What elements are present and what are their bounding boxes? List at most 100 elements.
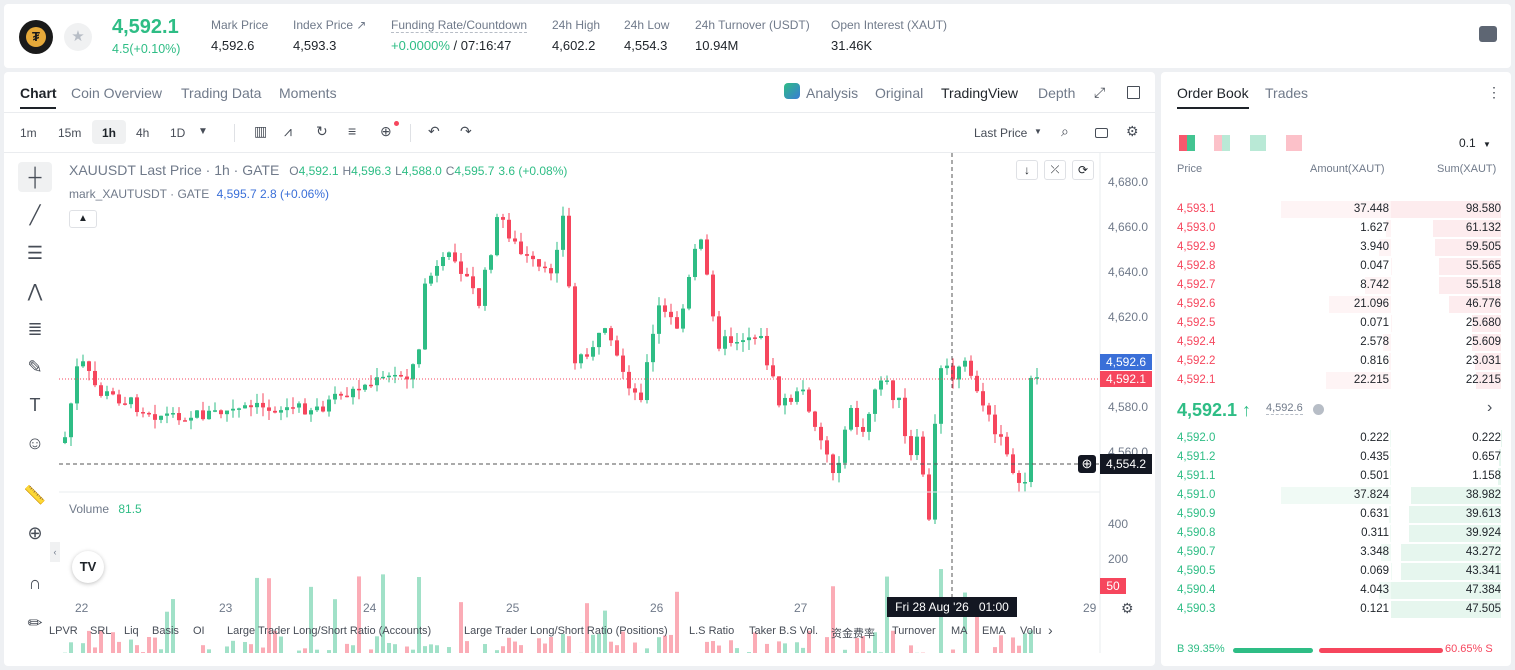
- replay-icon[interactable]: ↻: [316, 123, 328, 139]
- collapse-icon[interactable]: ⤫: [1044, 160, 1066, 180]
- add-indicator-icon[interactable]: ⊕: [380, 121, 399, 140]
- tab-order-book[interactable]: Order Book: [1177, 85, 1249, 101]
- ask-row[interactable]: 4,592.2 0.816 23.031: [1161, 352, 1511, 371]
- interval-1d[interactable]: 1D: [170, 126, 186, 140]
- indicator-liq[interactable]: Liq: [124, 625, 139, 637]
- candle-type-icon[interactable]: ▥: [254, 123, 268, 139]
- indicator-funding-rate[interactable]: 资金费率: [831, 628, 875, 640]
- fullscreen-icon[interactable]: ⤢: [1094, 84, 1106, 100]
- tab-trading-data[interactable]: Trading Data: [181, 85, 262, 101]
- layout-bids-icon[interactable]: [1250, 135, 1266, 151]
- ruler-tool-icon[interactable]: 📏: [23, 485, 47, 505]
- window-icon[interactable]: [1127, 86, 1140, 99]
- fib-tool-icon[interactable]: ☰: [26, 243, 44, 263]
- view-tradingview[interactable]: TradingView: [941, 85, 1019, 101]
- crosshair-price-tag: 4,554.2: [1100, 454, 1152, 474]
- layout-asks-icon[interactable]: [1286, 135, 1302, 151]
- indicator-volume[interactable]: Volu: [1020, 625, 1042, 637]
- candle-body: [483, 269, 487, 306]
- info-icon[interactable]: [1313, 404, 1324, 415]
- view-depth[interactable]: Depth: [1038, 85, 1076, 101]
- more-menu-icon[interactable]: ⋮: [1487, 84, 1501, 100]
- chevron-right-icon[interactable]: ›: [1487, 399, 1493, 416]
- add-alert-icon[interactable]: ⊕: [1078, 455, 1096, 473]
- ask-row[interactable]: 4,592.8 0.047 55.565: [1161, 257, 1511, 276]
- reset-view-icon[interactable]: ⟳: [1072, 160, 1094, 180]
- camera-icon[interactable]: [1095, 128, 1108, 138]
- text-tool-icon[interactable]: T: [29, 395, 41, 415]
- crosshair-tool-icon[interactable]: ┼: [18, 162, 52, 192]
- interval-4h[interactable]: 4h: [136, 126, 150, 140]
- zoom-in-icon[interactable]: ⊕: [27, 523, 43, 543]
- indicator-ls-ratio[interactable]: L.S Ratio: [689, 625, 735, 637]
- tab-moments[interactable]: Moments: [279, 85, 337, 101]
- indicator-taker-vol[interactable]: Taker B.S Vol.: [749, 625, 819, 637]
- scroll-down-icon[interactable]: ↓: [1016, 160, 1038, 180]
- bid-row[interactable]: 4,590.7 3.348 43.272: [1161, 543, 1511, 562]
- indicator-lpvr[interactable]: LPVR: [49, 625, 78, 637]
- price-type-select[interactable]: Last Price: [974, 126, 1028, 140]
- search-icon[interactable]: ⌕: [1061, 123, 1069, 139]
- bid-row[interactable]: 4,590.9 0.631 39.613: [1161, 505, 1511, 524]
- stat-index-price[interactable]: Index Price ↗ 4,593.3: [293, 18, 366, 53]
- view-original[interactable]: Original: [875, 85, 924, 101]
- ask-row[interactable]: 4,592.5 0.071 25.680: [1161, 314, 1511, 333]
- notes-icon[interactable]: [1479, 26, 1497, 42]
- interval-1h[interactable]: 1h: [102, 126, 117, 140]
- tab-trades[interactable]: Trades: [1265, 85, 1309, 101]
- indicator-ema[interactable]: EMA: [982, 625, 1006, 637]
- layout-both-icon[interactable]: [1179, 135, 1195, 151]
- bid-row[interactable]: 4,590.3 0.121 47.505: [1161, 600, 1511, 619]
- indicator-lt-accounts[interactable]: Large Trader Long/Short Ratio (Accounts): [227, 625, 432, 637]
- bid-row[interactable]: 4,590.4 4.043 47.384: [1161, 581, 1511, 600]
- collapse-sidebar-icon[interactable]: ‹: [50, 542, 60, 562]
- time-axis-settings-icon[interactable]: ⚙: [1121, 600, 1134, 616]
- scroll-right-icon[interactable]: ›: [1048, 622, 1053, 638]
- brush-tool-icon[interactable]: ✎: [27, 357, 43, 377]
- emoji-tool-icon[interactable]: ☺: [25, 433, 45, 453]
- tab-chart[interactable]: Chart: [20, 85, 57, 101]
- precision-select[interactable]: 0.1 ▼: [1459, 136, 1491, 150]
- bid-row[interactable]: 4,592.0 0.222 0.222: [1161, 429, 1511, 448]
- measure-lines-icon[interactable]: ≣: [27, 319, 43, 339]
- caret-down-icon[interactable]: ▼: [1034, 127, 1042, 136]
- indicator-oi[interactable]: OI: [193, 625, 205, 637]
- indicator-srl[interactable]: SRL: [90, 625, 112, 637]
- bid-row[interactable]: 4,591.2 0.435 0.657: [1161, 448, 1511, 467]
- candle-body: [723, 336, 727, 349]
- magnet-icon[interactable]: ∩: [28, 573, 42, 593]
- interval-15m[interactable]: 15m: [58, 126, 82, 140]
- trendline-tool-icon[interactable]: ╱: [29, 205, 41, 225]
- indicator-basis[interactable]: Basis: [152, 625, 179, 637]
- bid-row[interactable]: 4,591.0 37.824 38.982: [1161, 486, 1511, 505]
- bid-row[interactable]: 4,590.8 0.311 39.924: [1161, 524, 1511, 543]
- indicator-lt-positions[interactable]: Large Trader Long/Short Ratio (Positions…: [464, 625, 668, 637]
- indicators-icon[interactable]: ⩘: [284, 123, 292, 139]
- ask-row[interactable]: 4,592.4 2.578 25.609: [1161, 333, 1511, 352]
- pattern-tool-icon[interactable]: ⋀: [27, 281, 43, 301]
- indicator-turnover[interactable]: Turnover: [892, 625, 936, 637]
- pencil-icon[interactable]: ✏: [27, 613, 43, 633]
- ask-row[interactable]: 4,592.1 22.215 22.215: [1161, 371, 1511, 390]
- undo-icon[interactable]: ↶: [428, 123, 440, 139]
- price-chart[interactable]: [59, 153, 1155, 653]
- template-icon[interactable]: ≡: [348, 123, 357, 139]
- ask-row[interactable]: 4,593.0 1.627 61.132: [1161, 219, 1511, 238]
- layout-split-icon[interactable]: [1214, 135, 1230, 151]
- interval-1m[interactable]: 1m: [20, 126, 37, 140]
- candle-body: [225, 410, 229, 415]
- redo-icon[interactable]: ↷: [460, 123, 472, 139]
- ask-row[interactable]: 4,592.7 8.742 55.518: [1161, 276, 1511, 295]
- view-analysis[interactable]: Analysis: [806, 85, 859, 101]
- favorite-star-icon[interactable]: ★: [64, 23, 92, 51]
- collapse-legend-button[interactable]: ▲: [69, 210, 97, 228]
- ask-row[interactable]: 4,593.1 37.448 98.580: [1161, 200, 1511, 219]
- chevron-down-icon[interactable]: ▼: [198, 126, 208, 137]
- gear-icon[interactable]: ⚙: [1126, 123, 1139, 139]
- indicator-ma[interactable]: MA: [951, 625, 968, 637]
- ask-row[interactable]: 4,592.9 3.940 59.505: [1161, 238, 1511, 257]
- tab-coin-overview[interactable]: Coin Overview: [71, 85, 163, 101]
- bid-row[interactable]: 4,590.5 0.069 43.341: [1161, 562, 1511, 581]
- ask-row[interactable]: 4,592.6 21.096 46.776: [1161, 295, 1511, 314]
- bid-row[interactable]: 4,591.1 0.501 1.158: [1161, 467, 1511, 486]
